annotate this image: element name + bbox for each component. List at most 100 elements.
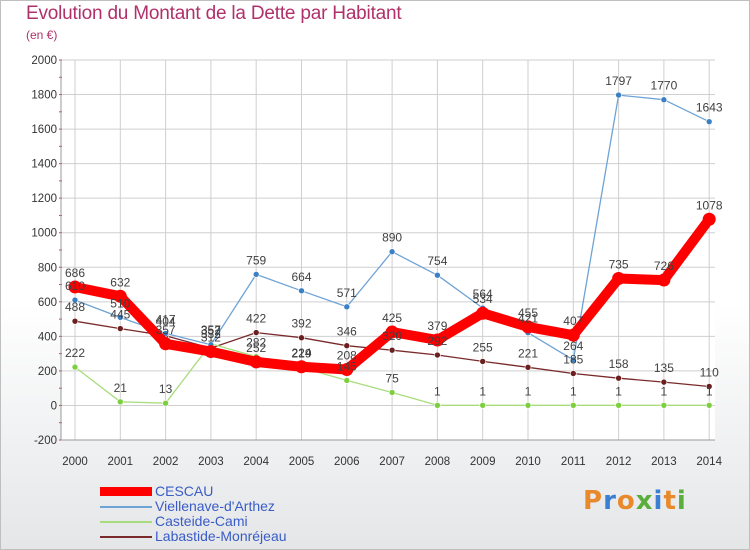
data-point-casteide-cami xyxy=(434,401,441,409)
logo-letter: t xyxy=(663,486,677,516)
data-label-viellenave-d-arthez: 890 xyxy=(382,231,402,245)
data-label-cescau: 1078 xyxy=(696,198,723,212)
data-label-labastide-monrejeau: 320 xyxy=(382,329,402,343)
data-label-labastide-monrejeau: 332 xyxy=(201,327,221,341)
data-label-labastide-monrejeau: 346 xyxy=(337,325,357,339)
data-label-casteide-cami: 1 xyxy=(525,384,532,398)
legend-item-casteide-cami: Casteide-Cami xyxy=(100,514,500,529)
data-point-casteide-cami xyxy=(524,401,532,409)
logo-letter: P xyxy=(583,486,604,516)
data-point-casteide-cami xyxy=(71,363,79,371)
data-point-viellenave-d-arthez xyxy=(117,314,124,321)
data-label-viellenave-d-arthez: 417 xyxy=(156,312,176,326)
chart-title: Evolution du Montant de la Dette par Hab… xyxy=(26,3,402,24)
data-label-viellenave-d-arthez: 610 xyxy=(65,279,85,293)
data-label-cescau: 224 xyxy=(291,346,311,360)
data-point-labastide-monrejeau xyxy=(479,358,487,365)
data-label-viellenave-d-arthez: 664 xyxy=(291,270,311,284)
data-label-labastide-monrejeau: 422 xyxy=(246,312,266,326)
legend-label: CESCAU xyxy=(155,483,214,499)
data-label-cescau: 534 xyxy=(473,292,493,306)
data-label-cescau: 735 xyxy=(609,258,629,272)
data-point-labastide-monrejeau xyxy=(569,370,577,377)
legend-item-viellenave-d-arthez: Viellenave-d'Arthez xyxy=(100,499,500,514)
legend-item-cescau: CESCAU xyxy=(100,484,500,499)
data-label-viellenave-d-arthez: 564 xyxy=(473,287,493,301)
y-tick-label: 0 xyxy=(51,400,57,412)
data-label-cescau: 312 xyxy=(201,331,221,345)
chart-subtitle: (en €) xyxy=(26,28,58,42)
data-point-labastide-monrejeau xyxy=(388,346,396,354)
chart-legend: CESCAU Viellenave-d'Arthez Casteide-Cami La… xyxy=(100,484,500,544)
data-label-labastide-monrejeau: 488 xyxy=(65,300,85,314)
data-label-casteide-cami: 1 xyxy=(479,384,486,398)
x-tick-label: 2005 xyxy=(289,456,315,468)
data-label-viellenave-d-arthez: 1797 xyxy=(605,74,632,88)
data-label-casteide-cami: 13 xyxy=(159,382,173,396)
data-point-viellenave-d-arthez xyxy=(434,271,441,279)
data-point-viellenave-d-arthez xyxy=(615,91,622,99)
data-label-viellenave-d-arthez: 754 xyxy=(427,254,447,268)
data-point-cescau xyxy=(612,272,626,285)
data-point-casteide-cami xyxy=(117,398,124,406)
data-label-viellenave-d-arthez: 352 xyxy=(201,324,221,338)
data-point-labastide-monrejeau xyxy=(298,334,305,342)
data-point-casteide-cami xyxy=(705,401,713,409)
data-point-casteide-cami xyxy=(343,377,351,384)
logo-letter: x xyxy=(635,486,654,516)
data-label-casteide-cami: 357 xyxy=(201,323,221,337)
y-tick-label: 2000 xyxy=(31,55,57,67)
logo-letter: i xyxy=(653,486,664,516)
x-tick-label: 2013 xyxy=(651,456,677,468)
data-point-cescau xyxy=(113,289,127,303)
data-label-cescau: 455 xyxy=(518,306,538,320)
data-point-viellenave-d-arthez xyxy=(569,356,577,364)
y-tick-label: 1600 xyxy=(31,124,57,136)
y-tick-label: 1200 xyxy=(31,193,57,205)
y-tick-label: 600 xyxy=(38,297,57,309)
legend-swatch xyxy=(100,536,152,538)
data-point-cescau xyxy=(340,363,354,377)
data-point-viellenave-d-arthez xyxy=(252,271,260,278)
data-point-cescau xyxy=(657,273,671,287)
x-tick-label: 2007 xyxy=(379,456,405,468)
logo-letter: o xyxy=(616,486,636,516)
data-label-cescau: 686 xyxy=(65,266,85,280)
data-label-labastide-monrejeau: 185 xyxy=(563,353,583,367)
data-point-viellenave-d-arthez xyxy=(298,287,305,295)
x-tick-label: 2008 xyxy=(425,456,451,468)
data-label-labastide-monrejeau: 392 xyxy=(291,317,311,331)
data-point-cescau xyxy=(295,360,308,374)
data-point-labastide-monrejeau xyxy=(343,342,351,349)
data-label-casteide-cami: 282 xyxy=(246,336,266,350)
data-label-cescau: 208 xyxy=(337,349,357,363)
data-label-labastide-monrejeau: 110 xyxy=(700,365,719,379)
data-label-labastide-monrejeau: 404 xyxy=(156,315,176,329)
x-tick-label: 2009 xyxy=(470,456,496,468)
data-point-cescau xyxy=(702,212,716,226)
data-label-cescau: 379 xyxy=(427,319,447,333)
x-tick-label: 2010 xyxy=(515,456,541,468)
logo-letter: i xyxy=(676,486,687,516)
y-tick-label: -200 xyxy=(34,435,57,447)
data-point-casteide-cami xyxy=(660,401,668,409)
data-point-casteide-cami xyxy=(569,401,577,409)
y-tick-label: 200 xyxy=(38,366,57,378)
data-label-labastide-monrejeau: 255 xyxy=(473,340,493,354)
data-label-cescau: 726 xyxy=(654,259,674,273)
legend-label: Labastide-Monréjeau xyxy=(155,528,287,544)
data-label-casteide-cami: 1 xyxy=(706,384,713,398)
y-tick-label: 400 xyxy=(38,331,57,343)
x-tick-label: 2014 xyxy=(696,456,722,468)
y-tick-label: 1400 xyxy=(31,159,57,171)
data-label-viellenave-d-arthez: 510 xyxy=(110,296,130,310)
data-label-labastide-monrejeau: 445 xyxy=(110,308,130,322)
data-point-labastide-monrejeau xyxy=(615,374,622,382)
data-point-cescau xyxy=(249,355,263,369)
y-tick-label: 1800 xyxy=(31,90,57,102)
data-point-casteide-cami xyxy=(162,399,169,407)
data-label-casteide-cami: 1 xyxy=(570,384,577,398)
data-point-cescau xyxy=(68,280,82,294)
legend-label: Viellenave-d'Arthez xyxy=(155,498,275,514)
legend-label: Casteide-Cami xyxy=(155,513,248,529)
